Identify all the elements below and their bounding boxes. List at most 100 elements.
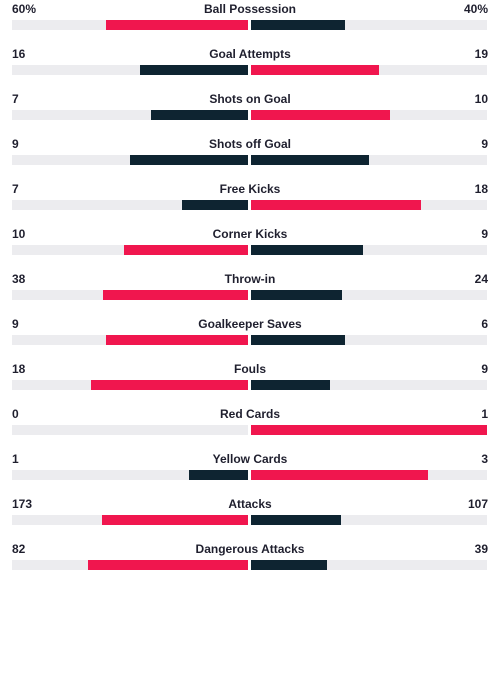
stat-label: Dangerous Attacks bbox=[195, 542, 305, 556]
stat-label: Goalkeeper Saves bbox=[198, 317, 302, 331]
home-bar-fill bbox=[103, 290, 248, 300]
away-bar-fill bbox=[251, 560, 327, 570]
away-bar-track bbox=[251, 290, 487, 300]
stat-home-value: 10 bbox=[12, 227, 26, 241]
home-bar-track bbox=[12, 245, 248, 255]
stat-row: 60% Ball Possession 40% bbox=[0, 1, 500, 46]
stat-row: 10 Corner Kicks 9 bbox=[0, 226, 500, 271]
stat-label: Fouls bbox=[234, 362, 266, 376]
home-bar-fill bbox=[151, 110, 248, 120]
away-bar-fill bbox=[251, 470, 428, 480]
stat-label: Red Cards bbox=[219, 407, 281, 421]
stat-home-value: 173 bbox=[12, 497, 33, 511]
home-bar-track bbox=[12, 470, 248, 480]
home-bar-track bbox=[12, 335, 248, 345]
home-bar-track bbox=[12, 290, 248, 300]
away-bar-fill bbox=[251, 245, 363, 255]
stat-label: Shots off Goal bbox=[209, 137, 291, 151]
stat-label: Attacks bbox=[228, 497, 272, 511]
stat-away-value: 10 bbox=[474, 92, 488, 106]
away-bar-fill bbox=[251, 335, 345, 345]
stat-label: Yellow Cards bbox=[212, 452, 288, 466]
home-bar-fill bbox=[91, 380, 248, 390]
home-bar-fill bbox=[102, 515, 248, 525]
home-bar-fill bbox=[106, 20, 248, 30]
away-bar-track bbox=[251, 20, 487, 30]
home-bar-fill bbox=[88, 560, 248, 570]
away-bar-track bbox=[251, 65, 487, 75]
away-bar-track bbox=[251, 380, 487, 390]
stat-home-value: 7 bbox=[12, 92, 19, 106]
away-bar-fill bbox=[251, 515, 341, 525]
stat-away-value: 39 bbox=[474, 542, 488, 556]
stat-label: Shots on Goal bbox=[209, 92, 291, 106]
stat-row: 7 Free Kicks 18 bbox=[0, 181, 500, 226]
away-bar-track bbox=[251, 155, 487, 165]
stat-away-value: 6 bbox=[481, 317, 488, 331]
home-bar-track bbox=[12, 65, 248, 75]
home-bar-track bbox=[12, 20, 248, 30]
stat-away-value: 107 bbox=[467, 497, 488, 511]
stat-away-value: 24 bbox=[474, 272, 488, 286]
away-bar-fill bbox=[251, 65, 379, 75]
stat-home-value: 82 bbox=[12, 542, 26, 556]
home-bar-track bbox=[12, 110, 248, 120]
away-bar-fill bbox=[251, 155, 369, 165]
home-bar-track bbox=[12, 425, 248, 435]
stat-home-value: 18 bbox=[12, 362, 26, 376]
stat-away-value: 1 bbox=[481, 407, 488, 421]
stat-home-value: 60% bbox=[12, 2, 37, 16]
stat-home-value: 16 bbox=[12, 47, 26, 61]
stat-row: 1 Yellow Cards 3 bbox=[0, 451, 500, 496]
stat-home-value: 7 bbox=[12, 182, 19, 196]
stat-label: Goal Attempts bbox=[209, 47, 291, 61]
stat-row: 18 Fouls 9 bbox=[0, 361, 500, 406]
away-bar-fill bbox=[251, 380, 330, 390]
stat-label: Ball Possession bbox=[203, 2, 297, 16]
stat-row: 82 Dangerous Attacks 39 bbox=[0, 541, 500, 586]
stat-label: Corner Kicks bbox=[212, 227, 288, 241]
home-bar-fill bbox=[106, 335, 248, 345]
home-bar-fill bbox=[130, 155, 248, 165]
away-bar-track bbox=[251, 335, 487, 345]
away-bar-track bbox=[251, 245, 487, 255]
stat-row: 7 Shots on Goal 10 bbox=[0, 91, 500, 136]
home-bar-track bbox=[12, 155, 248, 165]
away-bar-fill bbox=[251, 200, 421, 210]
home-bar-track bbox=[12, 200, 248, 210]
stat-away-value: 18 bbox=[474, 182, 488, 196]
stat-home-value: 38 bbox=[12, 272, 26, 286]
stat-row: 38 Throw-in 24 bbox=[0, 271, 500, 316]
stat-away-value: 9 bbox=[481, 362, 488, 376]
stat-row: 16 Goal Attempts 19 bbox=[0, 46, 500, 91]
stat-label: Free Kicks bbox=[219, 182, 281, 196]
away-bar-track bbox=[251, 470, 487, 480]
stat-away-value: 9 bbox=[481, 227, 488, 241]
away-bar-fill bbox=[251, 290, 342, 300]
home-bar-track bbox=[12, 380, 248, 390]
away-bar-fill bbox=[251, 425, 487, 435]
stat-row: 173 Attacks 107 bbox=[0, 496, 500, 541]
stat-home-value: 1 bbox=[12, 452, 19, 466]
home-bar-track bbox=[12, 560, 248, 570]
away-bar-track bbox=[251, 110, 487, 120]
stat-row: 9 Shots off Goal 9 bbox=[0, 136, 500, 181]
home-bar-fill bbox=[189, 470, 248, 480]
away-bar-track bbox=[251, 425, 487, 435]
away-bar-track bbox=[251, 200, 487, 210]
stat-label: Throw-in bbox=[224, 272, 276, 286]
stat-away-value: 40% bbox=[463, 2, 488, 16]
stat-away-value: 3 bbox=[481, 452, 488, 466]
away-bar-fill bbox=[251, 110, 390, 120]
home-bar-fill bbox=[182, 200, 248, 210]
stat-row: 9 Goalkeeper Saves 6 bbox=[0, 316, 500, 361]
away-bar-track bbox=[251, 515, 487, 525]
stat-home-value: 0 bbox=[12, 407, 19, 421]
home-bar-track bbox=[12, 515, 248, 525]
home-bar-fill bbox=[140, 65, 248, 75]
stat-away-value: 9 bbox=[481, 137, 488, 151]
home-bar-fill bbox=[124, 245, 248, 255]
away-bar-track bbox=[251, 560, 487, 570]
stat-home-value: 9 bbox=[12, 137, 19, 151]
stat-row: 0 Red Cards 1 bbox=[0, 406, 500, 451]
